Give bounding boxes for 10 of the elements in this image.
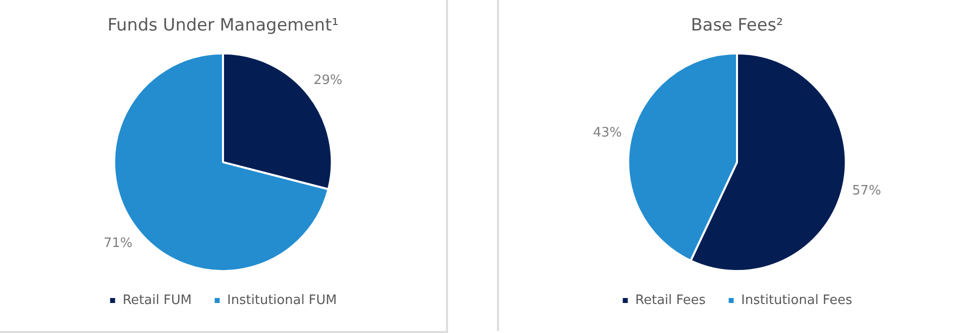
legend-label: Retail FUM [122,292,192,308]
legend-label: Institutional FUM [227,292,337,308]
data-label: 71% [104,236,133,251]
chart-title: Base Fees² [690,16,784,36]
data-label: 57% [852,184,882,199]
legend-label: Retail Fees [635,292,706,308]
chart-title: Funds Under Management¹ [107,16,339,36]
data-label: 29% [313,73,342,88]
data-label: 43% [592,126,622,141]
legend-label: Institutional Fees [741,292,852,308]
